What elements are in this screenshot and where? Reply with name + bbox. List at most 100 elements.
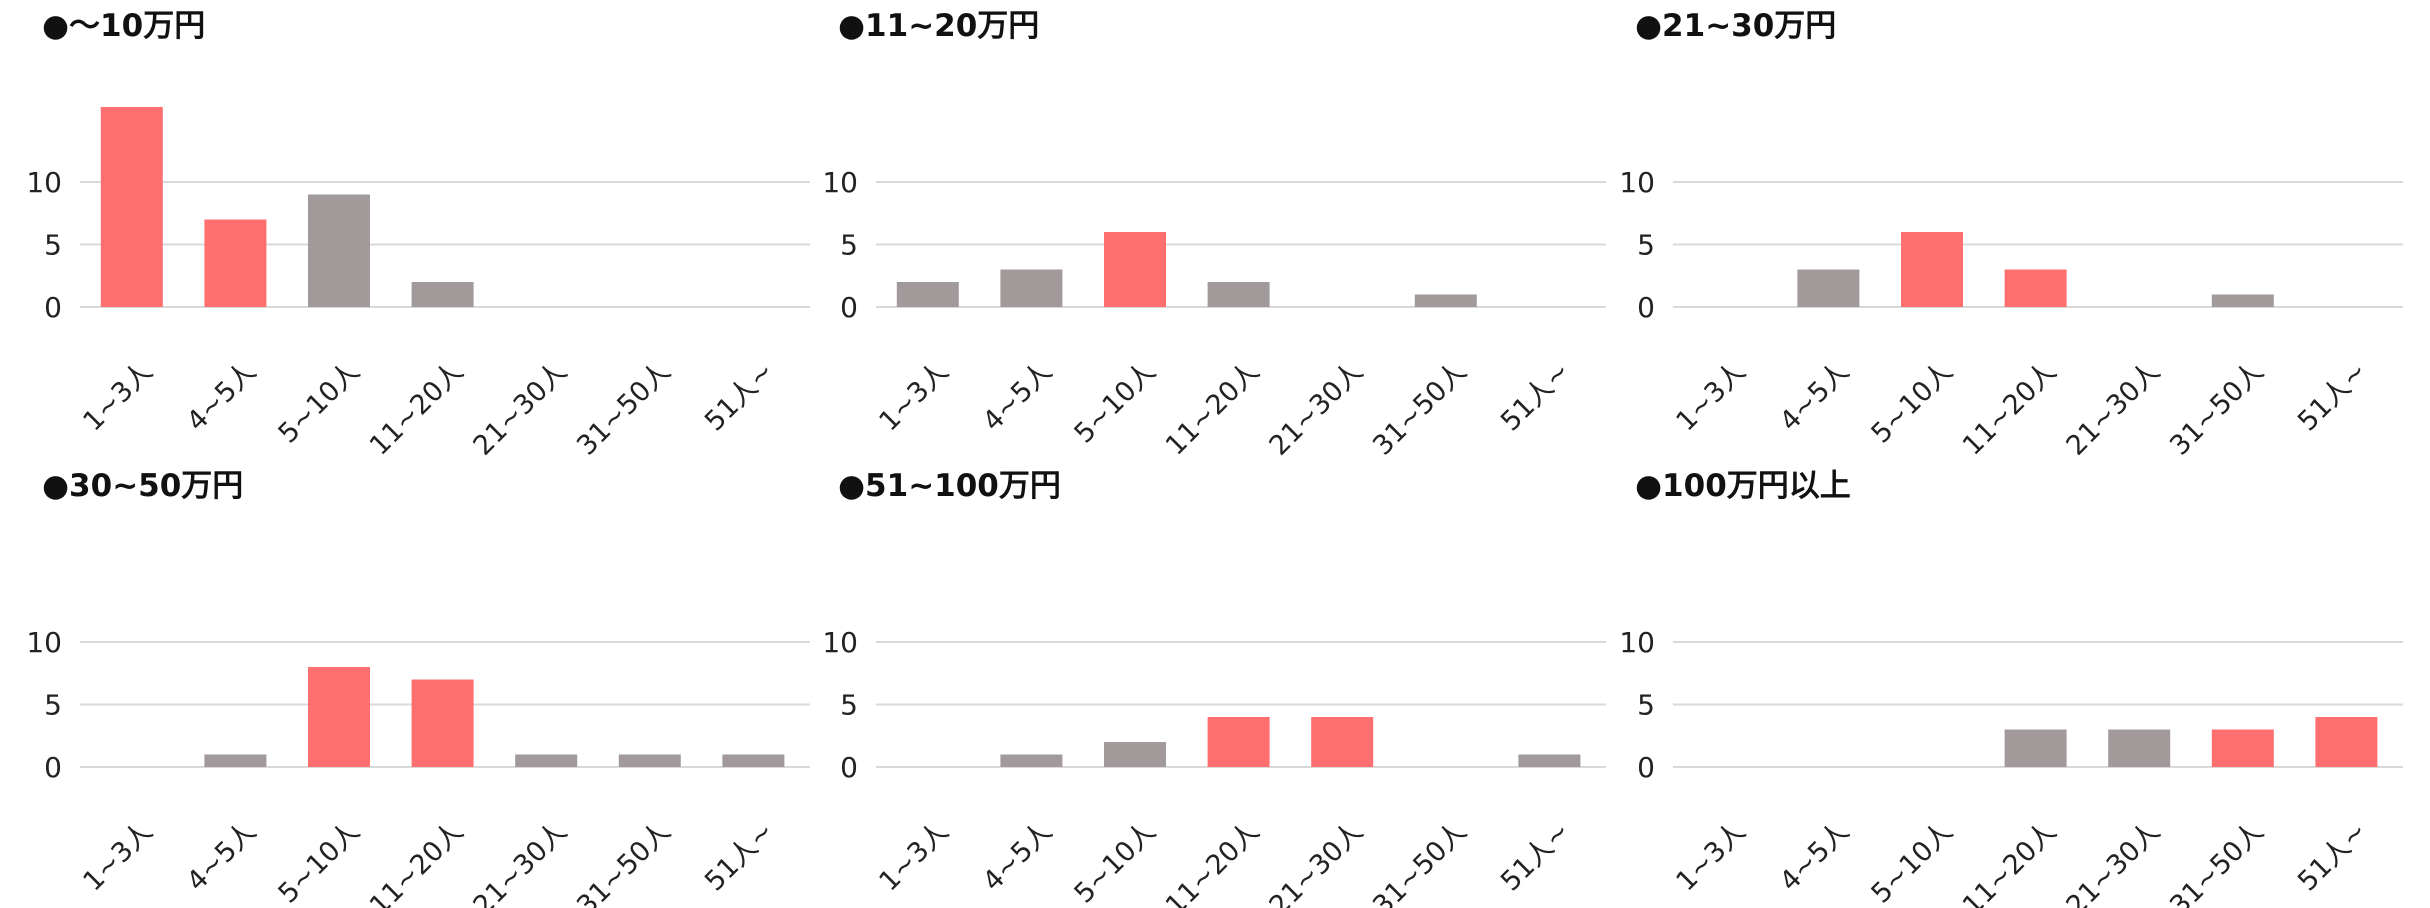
- bar: [1518, 754, 1581, 767]
- x-tick-label: 1~3人: [77, 356, 158, 437]
- x-tick-label: 1~3人: [77, 816, 158, 897]
- bar: [2315, 717, 2378, 767]
- bar: [1104, 742, 1166, 767]
- y-tick-label: 0: [1637, 291, 1655, 324]
- y-tick-label: 0: [44, 291, 62, 324]
- chart-panel: ●～10万円 0 5 10 1~3人 4~5人 5~10人11~20人21~30人31~50…: [26, 8, 810, 462]
- bar: [204, 754, 267, 767]
- bar: [2211, 729, 2274, 767]
- bar: [1000, 269, 1063, 307]
- bar: [1414, 294, 1477, 307]
- bar: [1000, 754, 1063, 767]
- chart-panel: ●21~30万円 0 5 10 1~3人 4~5人 5~10人11~20人21~30人31~…: [1619, 8, 2403, 462]
- bar: [1207, 717, 1270, 767]
- y-tick-label: 10: [26, 166, 62, 199]
- x-tick-label: 4~5人: [1774, 356, 1855, 437]
- y-tick-label: 5: [1637, 229, 1655, 262]
- bar: [2004, 729, 2067, 767]
- bar: [411, 679, 474, 767]
- x-tick-label: 31~50人: [1367, 816, 1473, 908]
- chart-title: ●100万円以上: [1635, 468, 1851, 504]
- y-tick-label: 0: [1637, 751, 1655, 784]
- y-tick-label: 5: [840, 229, 858, 262]
- x-tick-label: 11~20人: [1957, 816, 2063, 908]
- x-tick-label: 21~30人: [2061, 356, 2167, 462]
- x-tick-label: 31~50人: [571, 816, 677, 908]
- y-tick-label: 10: [822, 166, 858, 199]
- bar: [1104, 232, 1166, 307]
- bar: [2004, 269, 2067, 307]
- x-tick-label: 5~10人: [1068, 356, 1161, 449]
- x-tick-label: 11~20人: [364, 356, 470, 462]
- x-tick-label: 51人~: [2292, 816, 2373, 897]
- chart-panel: ●11~20万円 0 5 10 1~3人 4~5人 5~10人11~20人21~30人31~…: [822, 8, 1606, 462]
- y-tick-label: 10: [26, 626, 62, 659]
- bar: [896, 282, 959, 307]
- x-tick-label: 1~3人: [1670, 816, 1751, 897]
- x-tick-label: 5~10人: [1068, 816, 1161, 908]
- chart-panel: ●51~100万円 0 5 10 1~3人 4~5人 5~10人11~20人21~30人31…: [822, 468, 1606, 908]
- y-tick-label: 0: [44, 751, 62, 784]
- x-tick-label: 1~3人: [873, 816, 954, 897]
- y-tick-label: 5: [840, 689, 858, 722]
- chart-title: ●51~100万円: [838, 468, 1061, 504]
- x-tick-label: 1~3人: [873, 356, 954, 437]
- x-tick-label: 5~10人: [1865, 816, 1958, 908]
- x-tick-label: 51人~: [1495, 816, 1576, 897]
- bar: [411, 282, 474, 307]
- bar: [2108, 729, 2171, 767]
- chart-panel: ●100万円以上 0 5 10 1~3人 4~5人 5~10人11~20人21~30人31~…: [1619, 468, 2403, 908]
- bar: [308, 667, 370, 767]
- x-tick-label: 11~20人: [1957, 356, 2063, 462]
- x-tick-label: 21~30人: [1264, 356, 1370, 462]
- x-tick-label: 21~30人: [1264, 816, 1370, 908]
- x-tick-label: 31~50人: [2164, 356, 2270, 462]
- y-tick-label: 10: [1619, 626, 1655, 659]
- x-tick-label: 21~30人: [468, 356, 574, 462]
- chart-panel: ●30~50万円 0 5 10 1~3人 4~5人 5~10人11~20人21~30人31~…: [26, 468, 810, 908]
- bar: [204, 219, 267, 307]
- x-tick-label: 21~30人: [468, 816, 574, 908]
- x-tick-label: 11~20人: [1160, 816, 1266, 908]
- x-tick-label: 21~30人: [2061, 816, 2167, 908]
- y-tick-label: 0: [840, 291, 858, 324]
- x-tick-label: 5~10人: [272, 356, 365, 449]
- x-tick-label: 1~3人: [1670, 356, 1751, 437]
- y-tick-label: 10: [822, 626, 858, 659]
- bar: [618, 754, 681, 767]
- y-tick-label: 10: [1619, 166, 1655, 199]
- bar: [1311, 717, 1374, 767]
- x-tick-label: 4~5人: [977, 356, 1058, 437]
- bar: [1207, 282, 1270, 307]
- x-tick-label: 4~5人: [977, 816, 1058, 897]
- y-tick-label: 0: [840, 751, 858, 784]
- chart-title: ●21~30万円: [1635, 8, 1836, 44]
- bar: [2211, 294, 2274, 307]
- y-tick-label: 5: [44, 689, 62, 722]
- x-tick-label: 11~20人: [364, 816, 470, 908]
- x-tick-label: 51人~: [1495, 356, 1576, 437]
- x-tick-label: 51人~: [699, 356, 780, 437]
- x-tick-label: 4~5人: [181, 356, 262, 437]
- chart-title: ●30~50万円: [42, 468, 243, 504]
- bar: [515, 754, 578, 767]
- x-tick-label: 31~50人: [571, 356, 677, 462]
- x-tick-label: 5~10人: [1865, 356, 1958, 449]
- y-tick-label: 5: [1637, 689, 1655, 722]
- chart-title: ●～10万円: [42, 8, 205, 44]
- bar: [100, 107, 163, 307]
- x-tick-label: 31~50人: [2164, 816, 2270, 908]
- x-tick-label: 5~10人: [272, 816, 365, 908]
- y-tick-label: 5: [44, 229, 62, 262]
- bar: [1901, 232, 1963, 307]
- x-tick-label: 51人~: [2292, 356, 2373, 437]
- bar: [722, 754, 785, 767]
- x-tick-label: 4~5人: [181, 816, 262, 897]
- x-tick-label: 31~50人: [1367, 356, 1473, 462]
- x-tick-label: 4~5人: [1774, 816, 1855, 897]
- bar: [1797, 269, 1860, 307]
- x-tick-label: 11~20人: [1160, 356, 1266, 462]
- chart-title: ●11~20万円: [838, 8, 1039, 44]
- bar: [308, 194, 370, 307]
